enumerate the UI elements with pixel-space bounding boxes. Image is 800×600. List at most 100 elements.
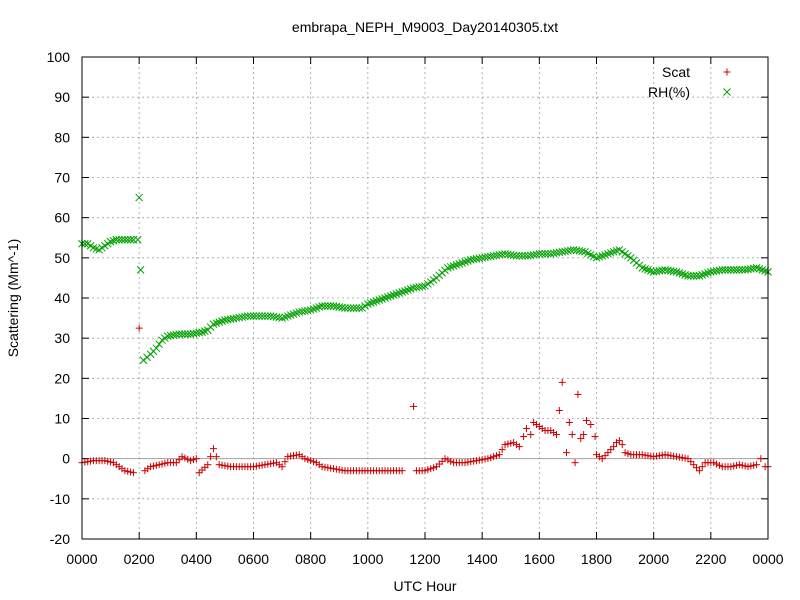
rh-point xyxy=(406,285,415,293)
rh-point xyxy=(758,266,767,274)
scat-point xyxy=(430,464,438,472)
scat-point xyxy=(580,431,588,439)
rh-point xyxy=(246,312,255,320)
scat-point xyxy=(571,459,579,467)
x-tick-label: 0000 xyxy=(66,551,97,567)
scat-point xyxy=(673,453,681,461)
scat-point xyxy=(713,460,721,468)
y-tick-label: 10 xyxy=(54,411,70,427)
scat-point xyxy=(690,461,698,469)
rh-point xyxy=(698,271,707,279)
rh-point xyxy=(133,235,142,244)
rh-point xyxy=(89,243,98,252)
rh-point xyxy=(458,259,467,267)
scat-point xyxy=(81,458,89,466)
rh-point xyxy=(341,304,349,312)
y-tick-label: -20 xyxy=(50,531,70,547)
scat-point xyxy=(615,437,623,445)
scat-point xyxy=(332,465,340,473)
scat-point xyxy=(618,441,626,449)
scat-point xyxy=(558,378,566,386)
rh-point xyxy=(155,340,164,349)
rh-point xyxy=(321,302,329,310)
rh-point xyxy=(318,302,326,310)
rh-point xyxy=(512,251,521,260)
scat-point xyxy=(698,463,706,471)
scat-point xyxy=(255,462,263,470)
scat-point xyxy=(565,419,573,427)
rh-point xyxy=(281,313,289,321)
scat-point xyxy=(147,463,155,471)
rh-point xyxy=(181,330,189,339)
scat-point xyxy=(562,449,570,457)
x-tick-label: 0200 xyxy=(124,551,155,567)
x-tick-label: 0800 xyxy=(295,551,326,567)
rh-point xyxy=(135,193,144,202)
scat-point xyxy=(520,433,528,441)
rh-point xyxy=(115,235,124,244)
rh-point xyxy=(752,264,761,272)
rh-point xyxy=(136,266,145,274)
scat-point xyxy=(292,451,300,459)
scat-point xyxy=(495,451,503,459)
scat-point xyxy=(189,456,197,464)
y-tick-label: 100 xyxy=(47,49,71,65)
scat-point xyxy=(127,468,135,476)
grid xyxy=(82,57,768,539)
rh-point xyxy=(446,263,455,271)
rh-point xyxy=(121,235,129,244)
x-tick-label: 1600 xyxy=(524,551,555,567)
x-tick-label: 0400 xyxy=(181,551,212,567)
scat-point xyxy=(84,458,92,466)
legend: Scat RH(%) xyxy=(648,64,731,100)
scat-point xyxy=(149,462,157,470)
scat-point xyxy=(507,439,515,447)
rh-point xyxy=(669,267,678,276)
scat-point xyxy=(307,457,315,465)
rh-point xyxy=(195,328,204,337)
scat-point xyxy=(598,455,606,463)
rh-point xyxy=(689,272,698,280)
rh-point xyxy=(215,318,224,326)
y-tick-label: 80 xyxy=(54,129,70,145)
scat-point xyxy=(221,462,229,470)
scat-point xyxy=(181,454,189,462)
scat-point xyxy=(447,457,455,465)
y-tick-label: 90 xyxy=(54,89,70,105)
rh-point xyxy=(369,298,378,306)
y-tick-label: -10 xyxy=(50,491,70,507)
rh-point xyxy=(252,312,261,320)
rh-point xyxy=(258,312,266,320)
scat-point xyxy=(655,452,663,460)
rh-point xyxy=(609,247,618,256)
rh-point xyxy=(641,265,649,273)
rh-point xyxy=(386,292,395,300)
rh-point xyxy=(112,235,121,244)
scat-point xyxy=(582,417,590,425)
rh-point xyxy=(372,297,381,305)
scat-point xyxy=(522,425,530,433)
y-tick-label: 30 xyxy=(54,330,70,346)
rh-point xyxy=(724,266,732,274)
scat-point xyxy=(290,452,298,460)
scat-point xyxy=(444,456,452,464)
scat-point xyxy=(638,451,646,459)
scat-point xyxy=(398,467,406,475)
rh-point xyxy=(352,304,361,312)
rh-point xyxy=(389,291,398,299)
scat-point xyxy=(204,461,212,469)
rh-point xyxy=(383,293,392,301)
x-tick-label: 2200 xyxy=(695,551,726,567)
scat-point xyxy=(653,452,661,460)
scat-point xyxy=(735,461,743,469)
scat-point xyxy=(261,461,269,469)
rh-point xyxy=(701,270,709,278)
rh-point xyxy=(249,312,258,320)
scat-point xyxy=(158,460,166,468)
y-axis-ticks: -20 -10 0 10 20 30 40 50 60 70 80 90 100 xyxy=(47,49,768,547)
scat-point xyxy=(475,456,483,464)
rh-point xyxy=(444,264,452,272)
scat-point xyxy=(747,462,755,470)
chart-title: embrapa_NEPH_M9003_Day20140305.txt xyxy=(292,19,558,35)
scat-point xyxy=(710,459,718,467)
